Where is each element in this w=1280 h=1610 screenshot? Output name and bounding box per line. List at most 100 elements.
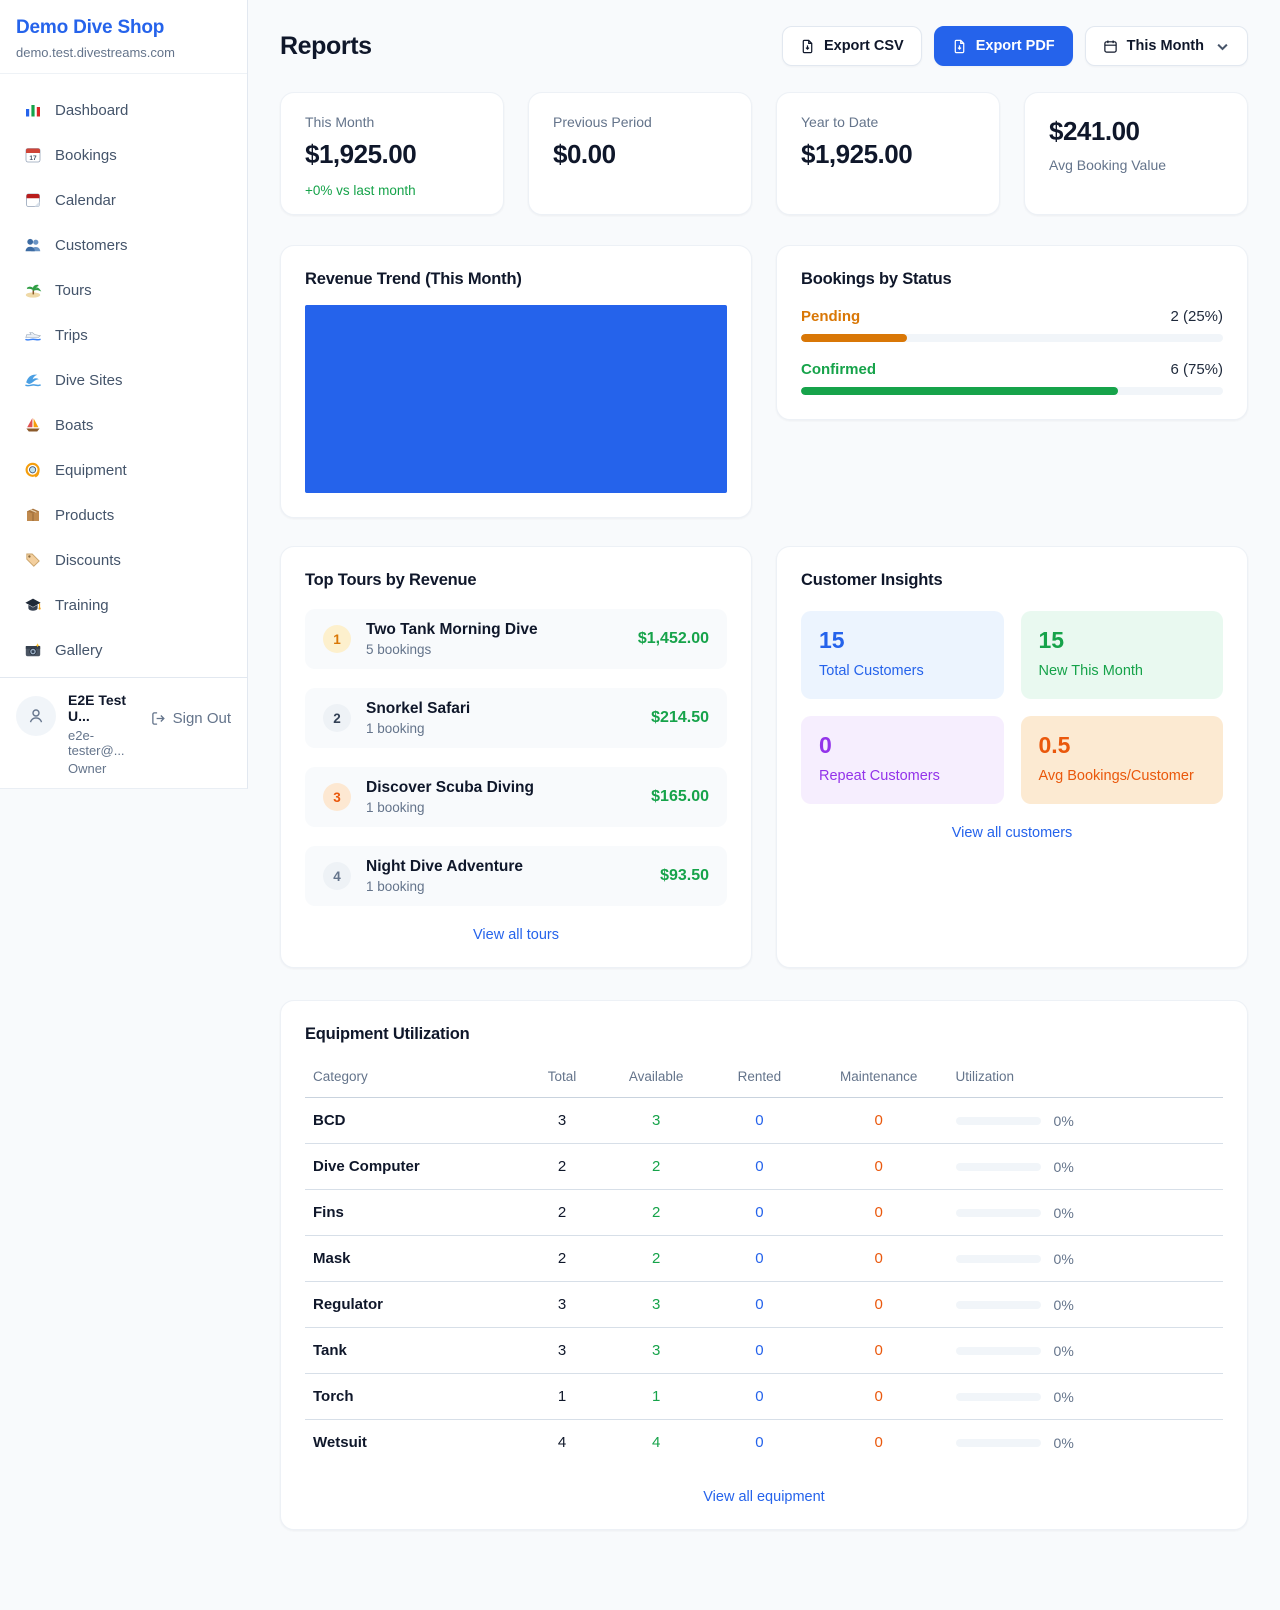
calendar-icon <box>1103 40 1117 53</box>
view-all-equipment-link[interactable]: View all equipment <box>703 1489 825 1505</box>
export-csv-button[interactable]: Export CSV <box>781 26 922 66</box>
brand-block: Demo Dive Shop demo.test.divestreams.com <box>0 0 247 74</box>
status-row-confirmed: Confirmed 6 (75%) <box>801 361 1223 395</box>
sidebar-item-dive-sites[interactable]: Dive Sites <box>12 361 235 399</box>
sidebar-item-gallery[interactable]: Gallery <box>12 631 235 669</box>
brand-domain: demo.test.divestreams.com <box>16 45 175 60</box>
export-pdf-label: Export PDF <box>975 38 1055 54</box>
export-pdf-button[interactable]: Export PDF <box>933 26 1073 66</box>
stat-value: $1,925.00 <box>305 139 417 169</box>
cell-category: BCD <box>305 1097 521 1144</box>
insights-grid: 15 Total Customers 15 New This Month 0 R… <box>801 611 1223 804</box>
sign-out-button[interactable]: Sign Out <box>151 710 231 727</box>
sidebar-item-equipment[interactable]: Equipment <box>12 451 235 489</box>
cell-total: 3 <box>520 1281 604 1328</box>
stat-card-avg-booking-value: $241.00 Avg Booking Value <box>1024 92 1248 215</box>
utilization-bar <box>955 1438 1041 1447</box>
dashboard-icon <box>24 101 42 119</box>
insight-label: Repeat Customers <box>819 768 940 784</box>
tour-row[interactable]: 3 Discover Scuba Diving 1 booking $165.0… <box>305 767 727 827</box>
sidebar-item-label: Dashboard <box>55 101 129 119</box>
discounts-icon <box>24 551 42 569</box>
cell-category: Fins <box>305 1189 521 1236</box>
cell-available: 4 <box>651 1434 661 1451</box>
cell-available: 3 <box>603 1327 709 1374</box>
sidebar-item-tours[interactable]: Tours <box>12 271 235 309</box>
insight-tile-avg-bookings: 0.5 Avg Bookings/Customer <box>1020 716 1223 804</box>
sidebar-item-training[interactable]: Training <box>12 586 235 624</box>
cell-total: 2 <box>520 1143 604 1190</box>
view-all-tours-link[interactable]: View all tours <box>473 927 559 943</box>
insight-value: 0 <box>819 732 832 758</box>
sidebar-item-bookings[interactable]: 17 Bookings <box>12 136 235 174</box>
cell-rented: 0 <box>755 1434 764 1451</box>
calendar-icon <box>24 191 42 209</box>
cell-available: 1 <box>603 1373 709 1420</box>
utilization-cell: 0% <box>955 1250 1215 1267</box>
tour-row[interactable]: 2 Snorkel Safari 1 booking $214.50 <box>305 688 727 748</box>
view-all-customers-link[interactable]: View all customers <box>951 825 1073 841</box>
col-header-category: Category <box>305 1057 521 1098</box>
col-header-maintenance: Maintenance <box>809 1057 948 1098</box>
svg-text:17: 17 <box>29 155 37 162</box>
revenue-trend-chart <box>305 305 727 493</box>
insight-tile-new-this-month: 15 New This Month <box>1020 611 1223 699</box>
utilization-cell: 0% <box>955 1159 1215 1175</box>
cell-available: 3 <box>603 1097 709 1144</box>
cell-rented: 0 <box>708 1097 810 1144</box>
tour-revenue: $165.00 <box>651 788 709 805</box>
customers-icon <box>24 236 42 254</box>
stat-label: Previous Period <box>553 114 652 130</box>
tour-row[interactable]: 4 Night Dive Adventure 1 booking $93.50 <box>305 846 727 906</box>
sidebar-item-label: Boats <box>55 416 94 434</box>
cell-maintenance: 0 <box>809 1327 948 1374</box>
utilization-bar <box>955 1162 1041 1171</box>
tour-name: Night Dive Adventure <box>366 858 524 875</box>
utilization-percent: 0% <box>1053 1250 1074 1267</box>
tour-revenue: $1,452.00 <box>637 630 709 647</box>
insight-tile-total-customers: 15 Total Customers <box>801 611 1004 699</box>
stat-label: Year to Date <box>801 114 879 130</box>
sidebar-item-products[interactable]: Products <box>12 496 235 534</box>
cell-available: 2 <box>603 1189 709 1236</box>
tour-name: Discover Scuba Diving <box>366 779 534 796</box>
stat-label: Avg Booking Value <box>1049 157 1167 173</box>
rank-badge: 2 <box>323 704 351 732</box>
cell-rented: 0 <box>708 1373 810 1420</box>
cell-maintenance: 0 <box>809 1143 948 1190</box>
gallery-icon <box>24 641 42 659</box>
revenue-trend-card: Revenue Trend (This Month) <box>280 245 752 518</box>
sidebar-item-calendar[interactable]: Calendar <box>12 181 235 219</box>
cell-rented: 0 <box>708 1281 810 1328</box>
bookings-icon: 17 <box>24 146 42 164</box>
utilization-bar <box>955 1254 1041 1263</box>
tour-bookings: 1 booking <box>366 800 425 815</box>
customer-insights-title: Customer Insights <box>801 571 943 589</box>
bookings-by-status-title: Bookings by Status <box>801 270 952 288</box>
stat-card-year-to-date: Year to Date $1,925.00 <box>776 92 1000 215</box>
tour-name: Snorkel Safari <box>366 700 471 717</box>
progress-track <box>801 334 1223 342</box>
utilization-cell: 0% <box>955 1297 1215 1313</box>
tour-bookings: 1 booking <box>366 721 425 736</box>
tour-row[interactable]: 1 Two Tank Morning Dive 5 bookings $1,45… <box>305 609 727 669</box>
tour-bookings: 1 booking <box>366 879 425 894</box>
equipment-utilization-card: Equipment Utilization Category Total Ava… <box>280 1000 1248 1530</box>
table-row: Fins 2 2 0 0 0% <box>305 1189 1223 1236</box>
sidebar-item-boats[interactable]: Boats <box>12 406 235 444</box>
sidebar-item-discounts[interactable]: Discounts <box>12 541 235 579</box>
progress-track <box>801 387 1223 395</box>
sidebar-item-dashboard[interactable]: Dashboard <box>12 91 235 129</box>
sidebar-item-customers[interactable]: Customers <box>12 226 235 264</box>
progress-fill-pending <box>801 334 907 342</box>
utilization-percent: 0% <box>1053 1388 1074 1405</box>
period-label: This Month <box>1126 38 1204 54</box>
cell-maintenance: 0 <box>809 1097 948 1144</box>
period-dropdown[interactable]: This Month <box>1084 26 1248 66</box>
equipment-table: Category Total Available Rented Maintena… <box>305 1057 1223 1465</box>
cell-total: 4 <box>557 1434 567 1451</box>
sidebar-item-label: Training <box>55 596 109 614</box>
utilization-bar <box>955 1392 1041 1401</box>
cell-total: 1 <box>520 1373 604 1420</box>
sidebar-item-trips[interactable]: Trips <box>12 316 235 354</box>
